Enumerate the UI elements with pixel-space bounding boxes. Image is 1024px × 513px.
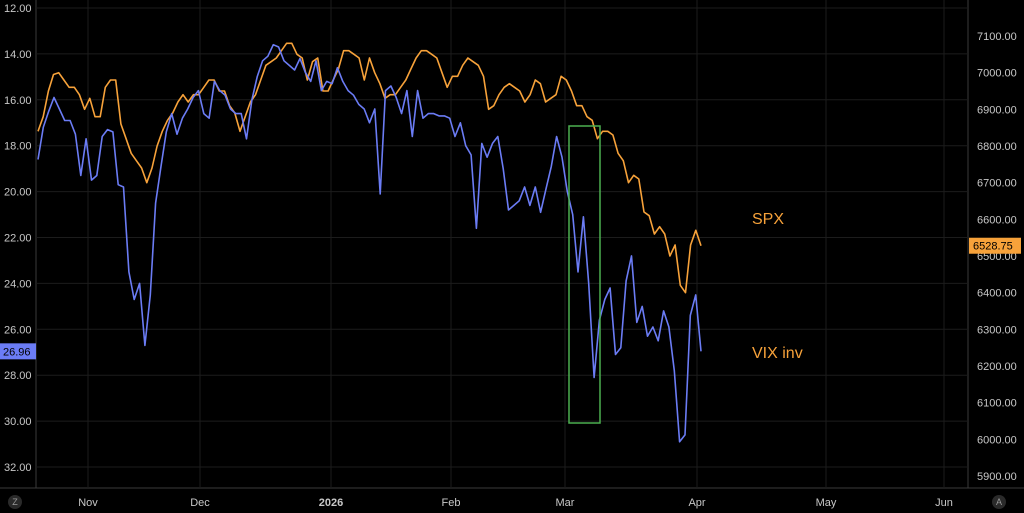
right-tick-label: 6200.00 bbox=[977, 361, 1017, 373]
series-line-spx bbox=[37, 42, 702, 294]
right-tick-label: 6300.00 bbox=[977, 324, 1017, 336]
x-axis: Nov Dec 2026 Feb Mar Apr May Jun bbox=[78, 497, 953, 509]
left-tick-label: 14.00 bbox=[4, 49, 32, 61]
left-tick-label: 22.00 bbox=[4, 233, 32, 245]
right-axis: 7100.00 7000.00 6900.00 6800.00 6700.00 6600.… bbox=[969, 31, 1021, 483]
left-tick-label: 26.00 bbox=[4, 324, 32, 336]
left-tick-label: 24.00 bbox=[4, 278, 32, 290]
spx-last-value: 6528.75 bbox=[973, 241, 1013, 253]
x-tick-label: Nov bbox=[78, 497, 98, 509]
x-tick-label: May bbox=[816, 497, 837, 509]
series-labels: SPX VIX inv bbox=[752, 211, 803, 362]
right-tick-label: 7100.00 bbox=[977, 31, 1017, 43]
right-tick-label: 6900.00 bbox=[977, 104, 1017, 116]
plot-area[interactable] bbox=[37, 42, 702, 443]
right-tick-label: 7000.00 bbox=[977, 68, 1017, 80]
right-tick-label: 6500.00 bbox=[977, 251, 1017, 263]
left-tick-label: 20.00 bbox=[4, 187, 32, 199]
x-tick-label: 2026 bbox=[319, 497, 343, 509]
right-tick-label: 6100.00 bbox=[977, 398, 1017, 410]
left-tick-label: 12.00 bbox=[4, 3, 32, 15]
vix-last-value: 26.96 bbox=[3, 346, 31, 358]
right-tick-label: 6600.00 bbox=[977, 214, 1017, 226]
left-axis: 12.00 14.00 16.00 18.00 20.00 22.00 24.00 26.00… bbox=[0, 3, 36, 474]
right-tick-label: 6800.00 bbox=[977, 141, 1017, 153]
x-tick-label: Mar bbox=[556, 497, 575, 509]
right-tick-label: 6000.00 bbox=[977, 434, 1017, 446]
left-tick-label: 16.00 bbox=[4, 95, 32, 107]
annotation-rectangle[interactable] bbox=[568, 125, 601, 424]
right-tick-label: 6700.00 bbox=[977, 178, 1017, 190]
series-label-vix-inv: VIX inv bbox=[752, 345, 803, 362]
left-tick-label: 18.00 bbox=[4, 141, 32, 153]
left-tick-label: 30.00 bbox=[4, 416, 32, 428]
auto-scale-button[interactable]: A bbox=[992, 495, 1006, 509]
vix-last-value-tag bbox=[0, 343, 36, 360]
left-tick-label: 28.00 bbox=[4, 370, 32, 382]
right-tick-label: 5900.00 bbox=[977, 471, 1017, 483]
timezone-button[interactable]: Z bbox=[8, 495, 22, 509]
x-tick-label: Dec bbox=[190, 497, 210, 509]
right-tick-label: 6400.00 bbox=[977, 288, 1017, 300]
x-tick-label: Jun bbox=[935, 497, 953, 509]
series-label-spx: SPX bbox=[752, 211, 784, 228]
left-tick-label: 32.00 bbox=[4, 462, 32, 474]
x-tick-label: Apr bbox=[688, 497, 705, 509]
spx-last-value-tag bbox=[969, 237, 1021, 254]
x-tick-label: Feb bbox=[442, 497, 461, 509]
series-line-vix-inv bbox=[37, 43, 702, 443]
